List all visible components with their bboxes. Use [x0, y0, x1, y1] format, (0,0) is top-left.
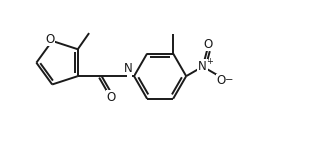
- Text: −: −: [224, 75, 233, 85]
- Text: N: N: [198, 60, 207, 73]
- Text: H: H: [128, 65, 135, 75]
- Text: O: O: [203, 38, 212, 51]
- Text: O: O: [216, 74, 225, 87]
- Text: +: +: [206, 57, 213, 66]
- Text: O: O: [45, 33, 54, 46]
- Text: N: N: [124, 62, 133, 75]
- Text: O: O: [107, 91, 116, 104]
